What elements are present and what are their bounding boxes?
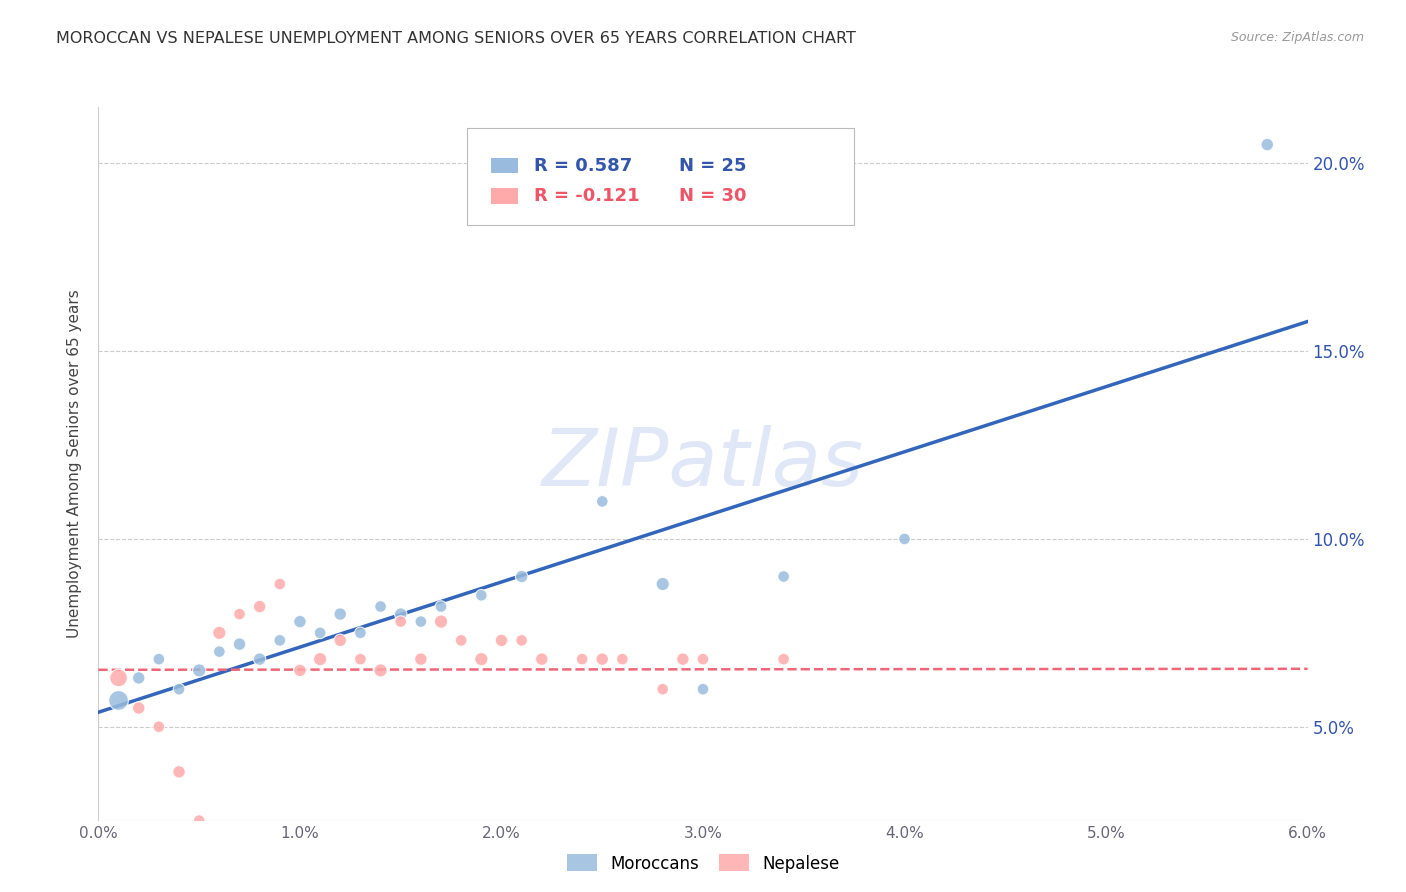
- Point: [148, 652, 170, 666]
- Point: [288, 615, 311, 629]
- Point: [208, 645, 231, 659]
- Point: [370, 664, 392, 678]
- Point: [470, 652, 492, 666]
- Point: [329, 633, 352, 648]
- Point: [107, 671, 129, 685]
- Point: [107, 693, 129, 707]
- Point: [228, 607, 250, 621]
- Point: [692, 652, 714, 666]
- Text: ZIPatlas: ZIPatlas: [541, 425, 865, 503]
- Point: [651, 577, 673, 591]
- Text: N = 25: N = 25: [679, 157, 747, 175]
- Point: [167, 764, 190, 779]
- Point: [349, 652, 371, 666]
- Text: R = -0.121: R = -0.121: [534, 187, 640, 205]
- Legend: Moroccans, Nepalese: Moroccans, Nepalese: [560, 847, 846, 880]
- Point: [591, 494, 613, 508]
- Point: [491, 633, 513, 648]
- Point: [389, 615, 412, 629]
- Point: [329, 607, 352, 621]
- Text: R = 0.587: R = 0.587: [534, 157, 631, 175]
- Point: [430, 615, 453, 629]
- Point: [510, 633, 533, 648]
- Point: [571, 652, 593, 666]
- Point: [309, 652, 332, 666]
- Point: [893, 532, 915, 546]
- FancyBboxPatch shape: [467, 128, 855, 225]
- Point: [733, 851, 755, 865]
- Point: [772, 569, 794, 583]
- Point: [309, 625, 332, 640]
- Point: [1256, 137, 1278, 152]
- Point: [651, 682, 673, 697]
- Point: [249, 652, 271, 666]
- Point: [208, 625, 231, 640]
- Point: [188, 664, 211, 678]
- Point: [591, 652, 613, 666]
- Point: [269, 633, 291, 648]
- Point: [167, 682, 190, 697]
- Text: N = 30: N = 30: [679, 187, 747, 205]
- Point: [128, 671, 150, 685]
- Point: [409, 615, 432, 629]
- Point: [349, 625, 371, 640]
- Point: [510, 569, 533, 583]
- Text: MOROCCAN VS NEPALESE UNEMPLOYMENT AMONG SENIORS OVER 65 YEARS CORRELATION CHART: MOROCCAN VS NEPALESE UNEMPLOYMENT AMONG …: [56, 31, 856, 46]
- Point: [288, 664, 311, 678]
- FancyBboxPatch shape: [492, 188, 517, 204]
- Point: [249, 599, 271, 614]
- Point: [612, 652, 634, 666]
- Point: [672, 652, 695, 666]
- Point: [530, 652, 553, 666]
- Text: Source: ZipAtlas.com: Source: ZipAtlas.com: [1230, 31, 1364, 45]
- Point: [450, 633, 472, 648]
- Point: [409, 652, 432, 666]
- Point: [389, 607, 412, 621]
- Point: [148, 720, 170, 734]
- Point: [269, 577, 291, 591]
- FancyBboxPatch shape: [492, 158, 517, 173]
- Point: [128, 701, 150, 715]
- Point: [772, 652, 794, 666]
- Point: [188, 814, 211, 828]
- Point: [228, 637, 250, 651]
- Point: [430, 599, 453, 614]
- Y-axis label: Unemployment Among Seniors over 65 years: Unemployment Among Seniors over 65 years: [67, 290, 83, 638]
- Point: [470, 588, 492, 602]
- Point: [692, 682, 714, 697]
- Point: [370, 599, 392, 614]
